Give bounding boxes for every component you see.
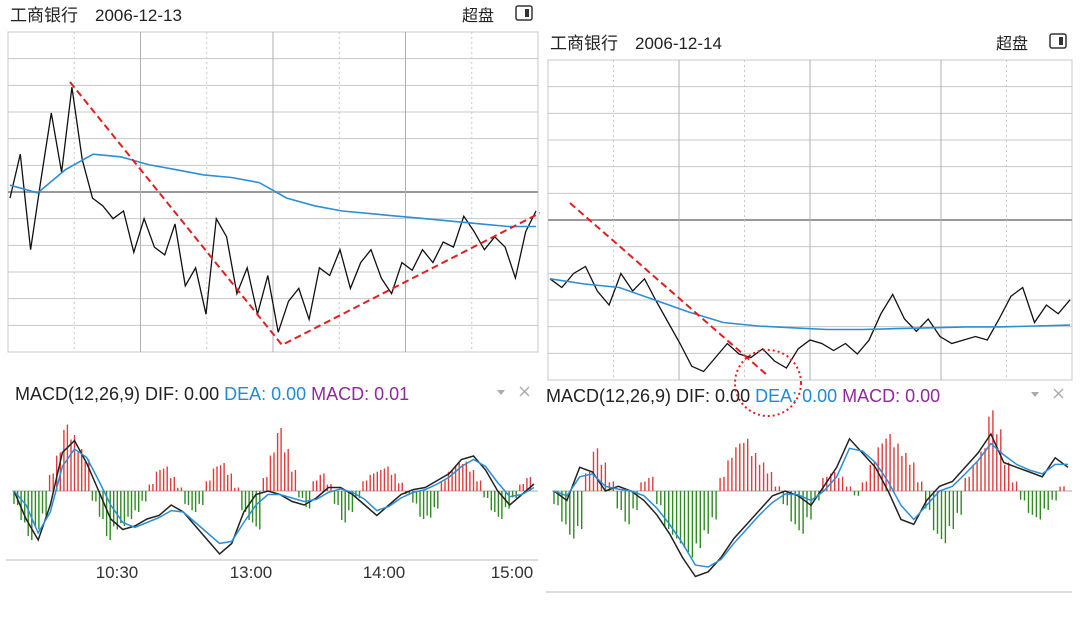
highlight-circle bbox=[734, 349, 802, 417]
price-grid bbox=[547, 59, 1073, 381]
dif-line bbox=[13, 439, 535, 556]
dropdown-icon[interactable] bbox=[497, 390, 505, 395]
price-line bbox=[549, 265, 1071, 373]
dea-label: DEA: 0.00 bbox=[224, 384, 311, 404]
dif-label: DIF: 0.00 bbox=[145, 384, 224, 404]
window-toggle-icon[interactable] bbox=[515, 5, 533, 21]
stock-name: 工商银行 bbox=[550, 34, 618, 53]
super-panel-button: 超盘 bbox=[462, 6, 494, 25]
trade-date: 2006-12-13 bbox=[95, 6, 182, 25]
dif-label: DIF: 0.00 bbox=[676, 386, 755, 406]
window-toggle-icon[interactable] bbox=[1049, 33, 1067, 49]
dea-line bbox=[553, 442, 1068, 568]
panel-left: 工商银行 2006-12-13 超盘 MACD(12,26,9) DIF: 0.00 … bbox=[0, 0, 541, 600]
time-axis-label: 15:00 bbox=[491, 563, 534, 582]
dropdown-icon[interactable] bbox=[1031, 392, 1039, 397]
time-axis-label: 14:00 bbox=[363, 563, 406, 582]
macd-legend: MACD(12,26,9) DIF: 0.00 DEA: 0.00 MACD: … bbox=[15, 384, 409, 404]
time-axis-label: 10:30 bbox=[96, 563, 139, 582]
stock-name: 工商银行 bbox=[10, 6, 78, 25]
macd-value-label: MACD: 0.01 bbox=[311, 384, 409, 404]
panel-right: 工商银行 2006-12-14 超盘 MACD(12,26,9) DIF: 0.00 … bbox=[540, 28, 1080, 606]
macd-value-label: MACD: 0.00 bbox=[842, 386, 940, 406]
time-axis-label: 13:00 bbox=[230, 563, 273, 582]
panel-background bbox=[0, 0, 540, 600]
macd-name: MACD(12,26,9) bbox=[546, 386, 676, 406]
super-panel-button: 超盘 bbox=[996, 34, 1028, 53]
close-icon[interactable] bbox=[1053, 388, 1064, 399]
average-price-line bbox=[549, 278, 1071, 331]
average-price-line bbox=[9, 153, 536, 228]
dif-line bbox=[553, 432, 1069, 578]
trend-line bbox=[69, 81, 541, 347]
dea-label: DEA: 0.00 bbox=[755, 386, 842, 406]
price-grid bbox=[7, 31, 539, 353]
dea-line bbox=[13, 447, 535, 545]
trade-date: 2006-12-14 bbox=[635, 34, 722, 53]
macd-name: MACD(12,26,9) bbox=[15, 384, 145, 404]
macd-legend: MACD(12,26,9) DIF: 0.00 DEA: 0.00 MACD: … bbox=[546, 386, 940, 406]
price-line bbox=[9, 87, 537, 333]
close-icon[interactable] bbox=[519, 386, 530, 397]
